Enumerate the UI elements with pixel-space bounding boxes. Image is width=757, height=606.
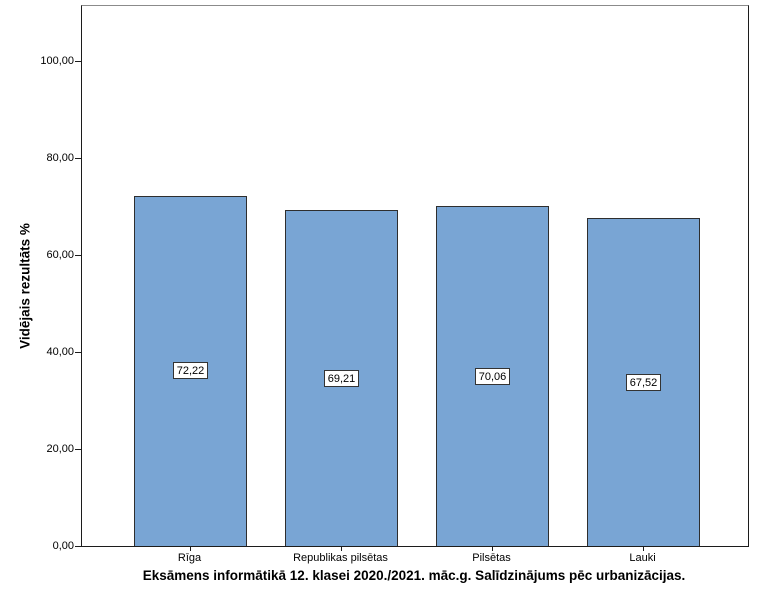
- x-tick-mark: [340, 546, 342, 551]
- x-tick-mark: [642, 546, 644, 551]
- y-tick-mark: [75, 448, 82, 450]
- y-tick-mark: [75, 60, 82, 62]
- y-tick-label: 60,00: [46, 248, 74, 261]
- y-tick-mark: [75, 351, 82, 353]
- y-tick-label: 40,00: [46, 345, 74, 358]
- y-tick-label: 0,00: [52, 540, 74, 552]
- plot-area: 72,22 69,21 70,06 67,52: [81, 5, 749, 547]
- chart-title: Eksāmens informātikā 12. klasei 2020./20…: [142, 568, 686, 583]
- y-tick-mark: [75, 157, 82, 159]
- y-tick-label: 100,00: [40, 54, 74, 67]
- bar-value-label: 70,06: [475, 367, 510, 385]
- bar-value-label: 69,21: [324, 369, 359, 387]
- bar-value-label: 67,52: [626, 373, 661, 391]
- x-tick-mark: [189, 546, 191, 551]
- y-tick-label: 80,00: [46, 151, 74, 164]
- bar-value-label: 72,22: [173, 362, 208, 380]
- y-tick-label: 20,00: [46, 442, 74, 455]
- y-tick-mark: [75, 546, 82, 547]
- x-category-label: Rīga: [177, 552, 202, 564]
- x-category-label: Lauki: [629, 552, 656, 564]
- x-category-label: Republikas pilsētas: [293, 552, 388, 564]
- x-tick-mark: [491, 546, 493, 551]
- y-axis-title: Vidējais rezultāts %: [17, 223, 33, 349]
- y-tick-mark: [75, 254, 82, 256]
- x-category-label: Pilsētas: [472, 552, 511, 564]
